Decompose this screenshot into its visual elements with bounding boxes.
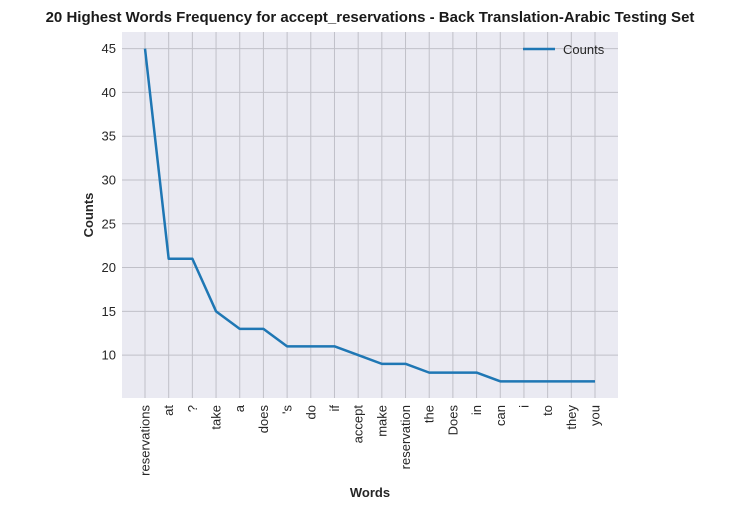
x-tick-label: 's bbox=[280, 405, 295, 414]
x-tick-label: take bbox=[209, 405, 224, 430]
y-tick-label: 30 bbox=[102, 172, 116, 187]
x-gridlines bbox=[144, 32, 596, 398]
y-tick-label: 35 bbox=[102, 129, 116, 144]
x-tick-label: in bbox=[469, 405, 484, 415]
legend-label: Counts bbox=[563, 42, 605, 57]
y-tick-label: 20 bbox=[102, 260, 116, 275]
x-tick-label: if bbox=[327, 405, 342, 412]
series-line-counts bbox=[143, 48, 595, 383]
y-axis-ticks: 10 15 20 25 30 35 40 45 bbox=[102, 41, 116, 362]
legend: Counts bbox=[523, 42, 605, 57]
x-tick-label: they bbox=[564, 405, 579, 430]
x-tick-label: can bbox=[493, 405, 508, 426]
y-tick-label: 45 bbox=[102, 41, 116, 56]
x-tick-label: the bbox=[422, 405, 437, 423]
x-tick-label: to bbox=[540, 405, 555, 416]
x-tick-label: you bbox=[588, 405, 603, 426]
x-tick-label: make bbox=[374, 405, 389, 437]
x-tick-label: reservations bbox=[138, 405, 153, 476]
x-tick-label: ? bbox=[185, 405, 200, 412]
plot-area bbox=[122, 32, 618, 398]
x-tick-label: at bbox=[161, 405, 176, 416]
x-axis-title: Words bbox=[350, 485, 390, 500]
x-tick-label: a bbox=[232, 404, 247, 412]
y-tick-label: 40 bbox=[102, 85, 116, 100]
y-tick-label: 10 bbox=[102, 348, 116, 363]
y-gridlines bbox=[122, 48, 618, 356]
x-tick-label: does bbox=[256, 405, 271, 434]
x-tick-label: Does bbox=[445, 405, 460, 436]
x-axis-ticks: reservations at? take a does 's do if accept make… bbox=[138, 404, 603, 476]
x-tick-label: reservation bbox=[398, 405, 413, 469]
y-tick-label: 15 bbox=[102, 304, 116, 319]
chart-title: 20 Highest Words Frequency for accept_re… bbox=[46, 9, 695, 26]
x-tick-label: i bbox=[516, 405, 531, 408]
x-tick-label: accept bbox=[351, 405, 366, 444]
y-axis-title: Counts bbox=[81, 193, 96, 238]
series-layer bbox=[143, 48, 596, 383]
x-tick-label: do bbox=[303, 405, 318, 419]
y-tick-label: 25 bbox=[102, 216, 116, 231]
